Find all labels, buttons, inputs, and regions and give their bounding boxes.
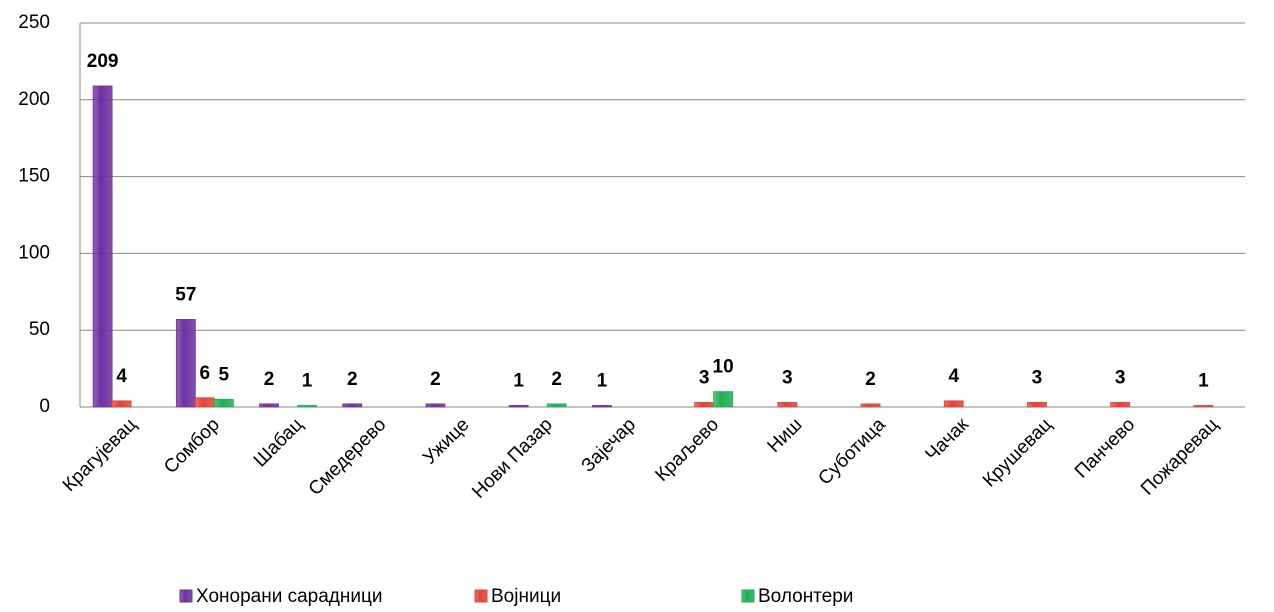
- legend-swatch: [179, 589, 193, 603]
- legend-swatch: [474, 589, 488, 603]
- value-label: 6: [200, 363, 211, 384]
- y-tick-label: 150: [18, 166, 50, 187]
- value-label: 2: [347, 369, 358, 390]
- value-label: 1: [597, 370, 608, 391]
- x-tick-label: Зајечар: [578, 414, 640, 476]
- legend-label: Војници: [491, 586, 561, 607]
- x-tick-label: Пожаревац: [1137, 414, 1222, 499]
- x-tick-label: Сомбор: [160, 414, 224, 478]
- x-tick-label: Шабац: [250, 414, 307, 471]
- x-tick-label: Смедерево: [305, 414, 391, 500]
- x-tick-label: Крушевац: [979, 414, 1056, 491]
- y-tick-label: 250: [18, 12, 50, 33]
- value-label: 1: [1198, 370, 1209, 391]
- bar: [860, 403, 881, 408]
- value-label: 4: [116, 366, 127, 387]
- value-label: 1: [513, 370, 524, 391]
- y-tick-label: 100: [18, 242, 50, 263]
- bar: [591, 405, 612, 408]
- bar: [508, 405, 529, 408]
- y-tick-label: 0: [39, 396, 50, 417]
- bar: [194, 397, 215, 408]
- bar: [777, 401, 798, 408]
- x-tick-label: Ужице: [419, 414, 473, 468]
- value-label: 2: [264, 369, 275, 390]
- value-label: 3: [1032, 367, 1043, 388]
- value-label: 3: [699, 367, 710, 388]
- bar: [425, 403, 446, 408]
- value-label: 5: [219, 364, 230, 385]
- bar: [1193, 405, 1214, 408]
- bar: [1110, 401, 1131, 408]
- value-label: 10: [713, 357, 734, 378]
- bar: [259, 403, 279, 408]
- x-tick-label: Суботица: [814, 414, 889, 489]
- bar: [943, 400, 964, 408]
- legend-label: Волонтери: [758, 586, 853, 607]
- bar: [213, 398, 234, 408]
- bar: [297, 405, 317, 408]
- bar: [92, 85, 113, 408]
- x-tick-label: Чачак: [922, 414, 974, 466]
- value-label: 2: [865, 369, 876, 390]
- bar: [546, 403, 567, 408]
- bar: [1027, 401, 1047, 408]
- x-tick-label: Крагујевац: [59, 414, 141, 496]
- bar: [694, 401, 715, 408]
- bar: [342, 403, 363, 408]
- legend-swatch: [741, 589, 755, 603]
- value-label: 3: [782, 367, 793, 388]
- bar: [175, 319, 196, 408]
- value-label: 3: [1115, 367, 1126, 388]
- value-label: 2: [430, 369, 441, 390]
- y-tick-label: 200: [18, 89, 50, 110]
- bar: [713, 391, 734, 408]
- y-tick-label: 50: [29, 319, 50, 340]
- value-label: 2: [551, 369, 562, 390]
- value-label: 57: [175, 284, 196, 305]
- value-label: 4: [948, 366, 959, 387]
- x-tick-label: Ниш: [764, 414, 807, 457]
- x-tick-label: Нови Пазар: [468, 414, 556, 502]
- x-tick-label: Краљево: [651, 414, 723, 486]
- value-label: 1: [302, 370, 313, 391]
- legend-label: Хонорани сарадници: [196, 586, 383, 607]
- value-label: 209: [87, 51, 119, 72]
- bar: [111, 400, 132, 408]
- x-tick-label: Панчево: [1071, 414, 1139, 482]
